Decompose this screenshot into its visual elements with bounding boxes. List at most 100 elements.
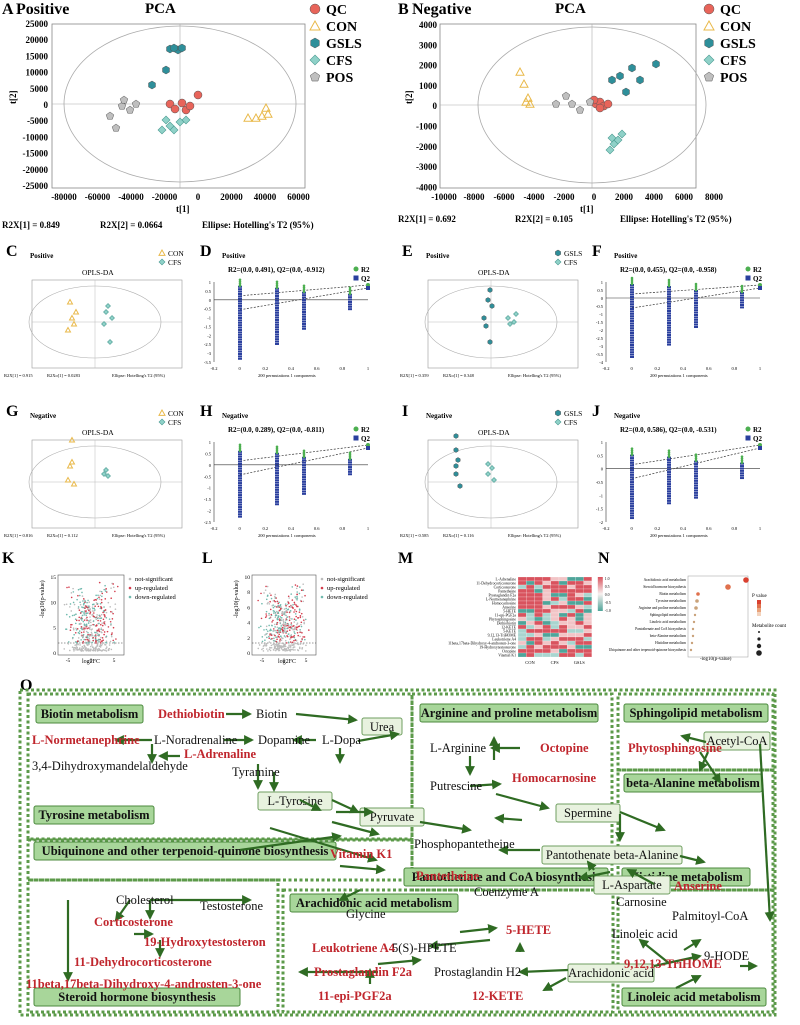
volcano-point bbox=[109, 620, 112, 623]
volcano-point bbox=[283, 630, 286, 633]
q2-point bbox=[630, 305, 634, 308]
heatmap-cell bbox=[567, 620, 576, 626]
volcano-point bbox=[277, 618, 279, 621]
volcano-point bbox=[89, 616, 91, 618]
volcano-point bbox=[98, 628, 100, 630]
legend-a-pos-icon bbox=[309, 71, 321, 82]
panel-b-ytick: 0 bbox=[433, 101, 438, 111]
volcano-point bbox=[70, 623, 72, 626]
q2-point bbox=[630, 490, 634, 493]
q2-point bbox=[694, 491, 698, 494]
heatmap-cell bbox=[526, 600, 535, 606]
reaction-arrow bbox=[679, 854, 706, 865]
panel-letter: G bbox=[6, 403, 19, 420]
q2-point bbox=[667, 305, 671, 308]
q2-point bbox=[667, 341, 671, 344]
q2-point bbox=[348, 463, 352, 466]
volcano-point bbox=[296, 597, 299, 599]
panel-b-xtick: -4000 bbox=[524, 192, 545, 202]
volcano-point bbox=[105, 641, 107, 644]
volcano-point bbox=[88, 601, 90, 604]
volcano-point bbox=[103, 606, 105, 608]
panel-title: OPLS-DA bbox=[478, 428, 510, 437]
q2-point bbox=[630, 336, 634, 339]
q2-point bbox=[238, 460, 242, 463]
volcano-point bbox=[112, 583, 115, 585]
colorbar-tick: 0.5 bbox=[605, 585, 610, 589]
volcano-point bbox=[75, 645, 78, 647]
volcano-point bbox=[276, 621, 279, 624]
q2-point bbox=[694, 304, 698, 307]
group1-point bbox=[487, 339, 493, 345]
reaction-arrow bbox=[494, 813, 523, 824]
q2-point bbox=[302, 322, 306, 325]
heatmap-cell bbox=[534, 652, 543, 658]
q2-point bbox=[630, 459, 634, 462]
q2-point bbox=[667, 466, 671, 469]
q2-point bbox=[694, 484, 698, 487]
volcano-point bbox=[104, 624, 107, 626]
heatmap-cell bbox=[567, 604, 576, 610]
reaction-arrow bbox=[377, 955, 422, 966]
volcano-point bbox=[78, 616, 81, 619]
volcano-point bbox=[272, 606, 275, 609]
volcano-point bbox=[92, 649, 95, 652]
q2-point bbox=[694, 475, 698, 478]
r2x-label: R2X[1] = 0.915 bbox=[4, 373, 33, 378]
volcano-point bbox=[270, 644, 273, 647]
volcano-point bbox=[272, 628, 275, 630]
heatmap-cell bbox=[567, 636, 576, 642]
q2-point bbox=[740, 469, 744, 472]
panel-letter: D bbox=[200, 243, 212, 260]
volcano-point bbox=[273, 610, 276, 613]
legend-q2-label: Q2 bbox=[753, 275, 762, 283]
volcano-point bbox=[71, 646, 74, 648]
colorbar-tick: -1.0 bbox=[605, 609, 611, 613]
xtick: 0.6 bbox=[314, 366, 320, 371]
heatmap-cell bbox=[542, 620, 551, 626]
xtick: -0.2 bbox=[210, 366, 217, 371]
volcano-point bbox=[94, 635, 97, 638]
ytick: 0.5 bbox=[597, 288, 603, 293]
volcano-point bbox=[82, 647, 85, 650]
volcano-point bbox=[78, 619, 80, 622]
volcano-point bbox=[86, 616, 88, 619]
q2-point bbox=[302, 320, 306, 323]
q2-point bbox=[238, 324, 242, 327]
r2-point bbox=[694, 457, 698, 460]
pathway-regions bbox=[18, 688, 777, 1017]
q2-point bbox=[667, 495, 671, 498]
volcano-point bbox=[300, 623, 302, 626]
panel-a-ytick: -20000 bbox=[23, 165, 49, 175]
volcano-point bbox=[69, 606, 71, 608]
volcano-point bbox=[277, 605, 280, 607]
volcano-point bbox=[105, 611, 108, 614]
volcano-point bbox=[83, 629, 85, 631]
q2-point bbox=[630, 315, 634, 318]
volcano-point bbox=[276, 623, 278, 626]
count-legend-dot bbox=[758, 631, 760, 633]
volcano-point bbox=[85, 610, 87, 612]
volcano-point bbox=[88, 626, 91, 629]
heatmap-row-label: Dethiobiotin bbox=[497, 622, 516, 626]
volcano-point bbox=[299, 635, 301, 638]
panel-a-pos-point bbox=[131, 99, 141, 108]
volcano-point bbox=[101, 640, 103, 642]
r2-point bbox=[238, 284, 242, 288]
q2-point bbox=[275, 481, 279, 484]
q2-point bbox=[238, 345, 242, 348]
volcano-point bbox=[95, 624, 98, 626]
legend-label-1: CON bbox=[168, 249, 184, 258]
group1-point bbox=[66, 298, 74, 305]
volcano-point bbox=[105, 647, 107, 650]
volcano-point bbox=[298, 611, 301, 613]
volcano-point bbox=[260, 592, 262, 595]
heatmap-cell bbox=[583, 620, 592, 626]
volcano-legend-icon bbox=[128, 586, 132, 590]
r2x-label: R2X[1] = 0.585 bbox=[400, 533, 429, 538]
volcano-point bbox=[70, 626, 72, 628]
volcano-point bbox=[110, 587, 112, 589]
volcano-point bbox=[70, 596, 73, 599]
volcano-point bbox=[305, 644, 307, 647]
group2-point bbox=[107, 339, 113, 345]
